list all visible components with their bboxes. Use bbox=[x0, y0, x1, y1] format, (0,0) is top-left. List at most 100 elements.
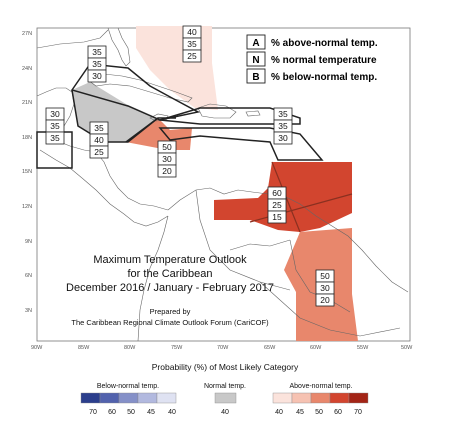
below-normal-scale-label: Below-normal temp. bbox=[97, 383, 159, 390]
below-tick-70: 70 bbox=[89, 409, 97, 416]
central-america-caribbean-coast bbox=[55, 129, 169, 211]
lon-label-70w: 70W bbox=[217, 345, 229, 351]
below-tick-40: 40 bbox=[168, 409, 176, 416]
swatch-above-45 bbox=[291, 392, 312, 404]
lon-label-55w: 55W bbox=[357, 345, 369, 351]
lat-label-9n: 9N bbox=[25, 239, 32, 245]
swatch-below-40 bbox=[156, 392, 177, 404]
swatch-above-50 bbox=[310, 392, 331, 404]
forecast-box-hispaniola-puerto-rico: 35 35 30 bbox=[273, 107, 293, 145]
legend-key-a-letter: A bbox=[252, 38, 259, 49]
bahamas-normal: 35 bbox=[187, 39, 197, 49]
gulf-coast bbox=[36, 29, 109, 49]
map-title-line-3: December 2016 / January - February 2017 bbox=[66, 282, 274, 294]
legend-key-n-box bbox=[246, 51, 266, 67]
legend-key-b-letter: B bbox=[252, 72, 259, 83]
map-title-line-1: Maximum Temperature Outlook bbox=[93, 254, 247, 266]
cuba-normal: 35 bbox=[92, 59, 102, 69]
lat-label-18n: 18N bbox=[22, 135, 32, 141]
eastern-caribbean-inner-line-2 bbox=[249, 193, 353, 223]
legend-key-a-text: % above-normal temp. bbox=[271, 38, 378, 49]
lon-label-80w: 80W bbox=[124, 345, 136, 351]
lat-label-15n: 15N bbox=[22, 169, 32, 175]
below-tick-60: 60 bbox=[108, 409, 116, 416]
guianas-below: 20 bbox=[320, 295, 330, 305]
below-tick-50: 50 bbox=[127, 409, 135, 416]
lon-label-90w: 90W bbox=[31, 345, 43, 351]
region-hispaniola-outline bbox=[159, 107, 301, 125]
belize-above: 30 bbox=[50, 109, 60, 119]
hispaniola-below: 30 bbox=[278, 133, 288, 143]
jamaica-below: 20 bbox=[162, 166, 172, 176]
lon-label-60w: 60W bbox=[310, 345, 322, 351]
central-america-coast bbox=[39, 149, 169, 227]
swatch-above-40 bbox=[272, 392, 293, 404]
map-title-line-2: for the Caribbean bbox=[128, 268, 213, 280]
lon-label-85w: 85W bbox=[78, 345, 90, 351]
longitude-labels: 90W 85W 80W 75W 70W 65W 60W 55W 50W bbox=[31, 345, 413, 351]
eastern-caribbean-below: 15 bbox=[272, 212, 282, 222]
category-legend: A N B % above-normal temp. % normal temp… bbox=[246, 34, 378, 84]
probability-scale: Probability (%) of Most Likely Category … bbox=[80, 362, 369, 416]
colombia-pacific-coast bbox=[137, 215, 169, 342]
lat-label-12n: 12N bbox=[22, 204, 32, 210]
lat-label-21n: 21N bbox=[22, 100, 32, 106]
hispaniola-coast bbox=[197, 103, 237, 119]
lon-label-50w: 50W bbox=[401, 345, 413, 351]
legend-key-n-letter: N bbox=[252, 55, 259, 66]
legend-key-b-text: % below-normal temp. bbox=[271, 72, 377, 83]
above-tick-70: 70 bbox=[354, 409, 362, 416]
eastern-caribbean-above: 60 bbox=[272, 188, 282, 198]
lon-label-65w: 65W bbox=[264, 345, 276, 351]
organisation-label: The Caribbean Regional Climate Outlook F… bbox=[71, 318, 269, 327]
florida-coast bbox=[107, 27, 131, 67]
above-tick-45: 45 bbox=[296, 409, 304, 416]
lon-label-75w: 75W bbox=[171, 345, 183, 351]
brazil-border bbox=[259, 281, 401, 337]
above-tick-50: 50 bbox=[315, 409, 323, 416]
guianas-above: 50 bbox=[320, 271, 330, 281]
western-caribbean-above: 35 bbox=[94, 123, 104, 133]
hispaniola-above: 35 bbox=[278, 109, 288, 119]
jamaica-normal: 30 bbox=[162, 154, 172, 164]
above-tick-60: 60 bbox=[334, 409, 342, 416]
guianas-normal: 30 bbox=[320, 283, 330, 293]
forecast-box-cuba: 35 35 30 bbox=[87, 45, 107, 83]
legend-key-b-box bbox=[246, 68, 266, 84]
scale-heading: Probability (%) of Most Likely Category bbox=[152, 362, 299, 372]
latitude-labels: 27N 24N 21N 18N 15N 12N 9N 6N 3N bbox=[22, 31, 32, 314]
map-title: Maximum Temperature Outlook for the Cari… bbox=[66, 254, 274, 327]
belize-below: 35 bbox=[50, 133, 60, 143]
forecast-box-guianas: 50 30 20 bbox=[315, 269, 335, 307]
legend-key-a-box bbox=[246, 34, 266, 50]
forecast-box-western-caribbean: 35 40 25 bbox=[89, 121, 109, 159]
forecast-box-belize: 30 35 35 bbox=[45, 107, 65, 145]
western-caribbean-below: 25 bbox=[94, 147, 104, 157]
hispaniola-normal: 35 bbox=[278, 121, 288, 131]
swatch-normal-40 bbox=[214, 392, 237, 404]
swatch-above-60 bbox=[329, 392, 350, 404]
normal-scale-label: Normal temp. bbox=[204, 383, 246, 390]
above-normal-scale-label: Above-normal temp. bbox=[289, 383, 352, 390]
puerto-rico-coast bbox=[245, 110, 261, 117]
swatch-below-60 bbox=[99, 392, 120, 404]
bahamas-above: 40 bbox=[187, 27, 197, 37]
swatch-below-50 bbox=[118, 392, 139, 404]
lat-label-6n: 6N bbox=[25, 273, 32, 279]
lat-label-27n: 27N bbox=[22, 31, 32, 37]
lat-label-3n: 3N bbox=[25, 308, 32, 314]
eastern-caribbean-normal: 25 bbox=[272, 200, 282, 210]
cuba-below: 30 bbox=[92, 71, 102, 81]
legend-key-n-text: % normal temperature bbox=[271, 55, 377, 66]
cuba-above: 35 bbox=[92, 47, 102, 57]
jamaica-above: 50 bbox=[162, 142, 172, 152]
swatch-above-70 bbox=[348, 392, 369, 404]
below-tick-45: 45 bbox=[147, 409, 155, 416]
forecast-box-jamaica: 50 30 20 bbox=[157, 140, 177, 178]
normal-tick-40: 40 bbox=[221, 409, 229, 416]
forecast-box-eastern-caribbean: 60 25 15 bbox=[267, 186, 287, 224]
venezuela-border bbox=[195, 189, 291, 291]
guyana-border bbox=[289, 239, 351, 313]
lat-label-24n: 24N bbox=[22, 66, 32, 72]
